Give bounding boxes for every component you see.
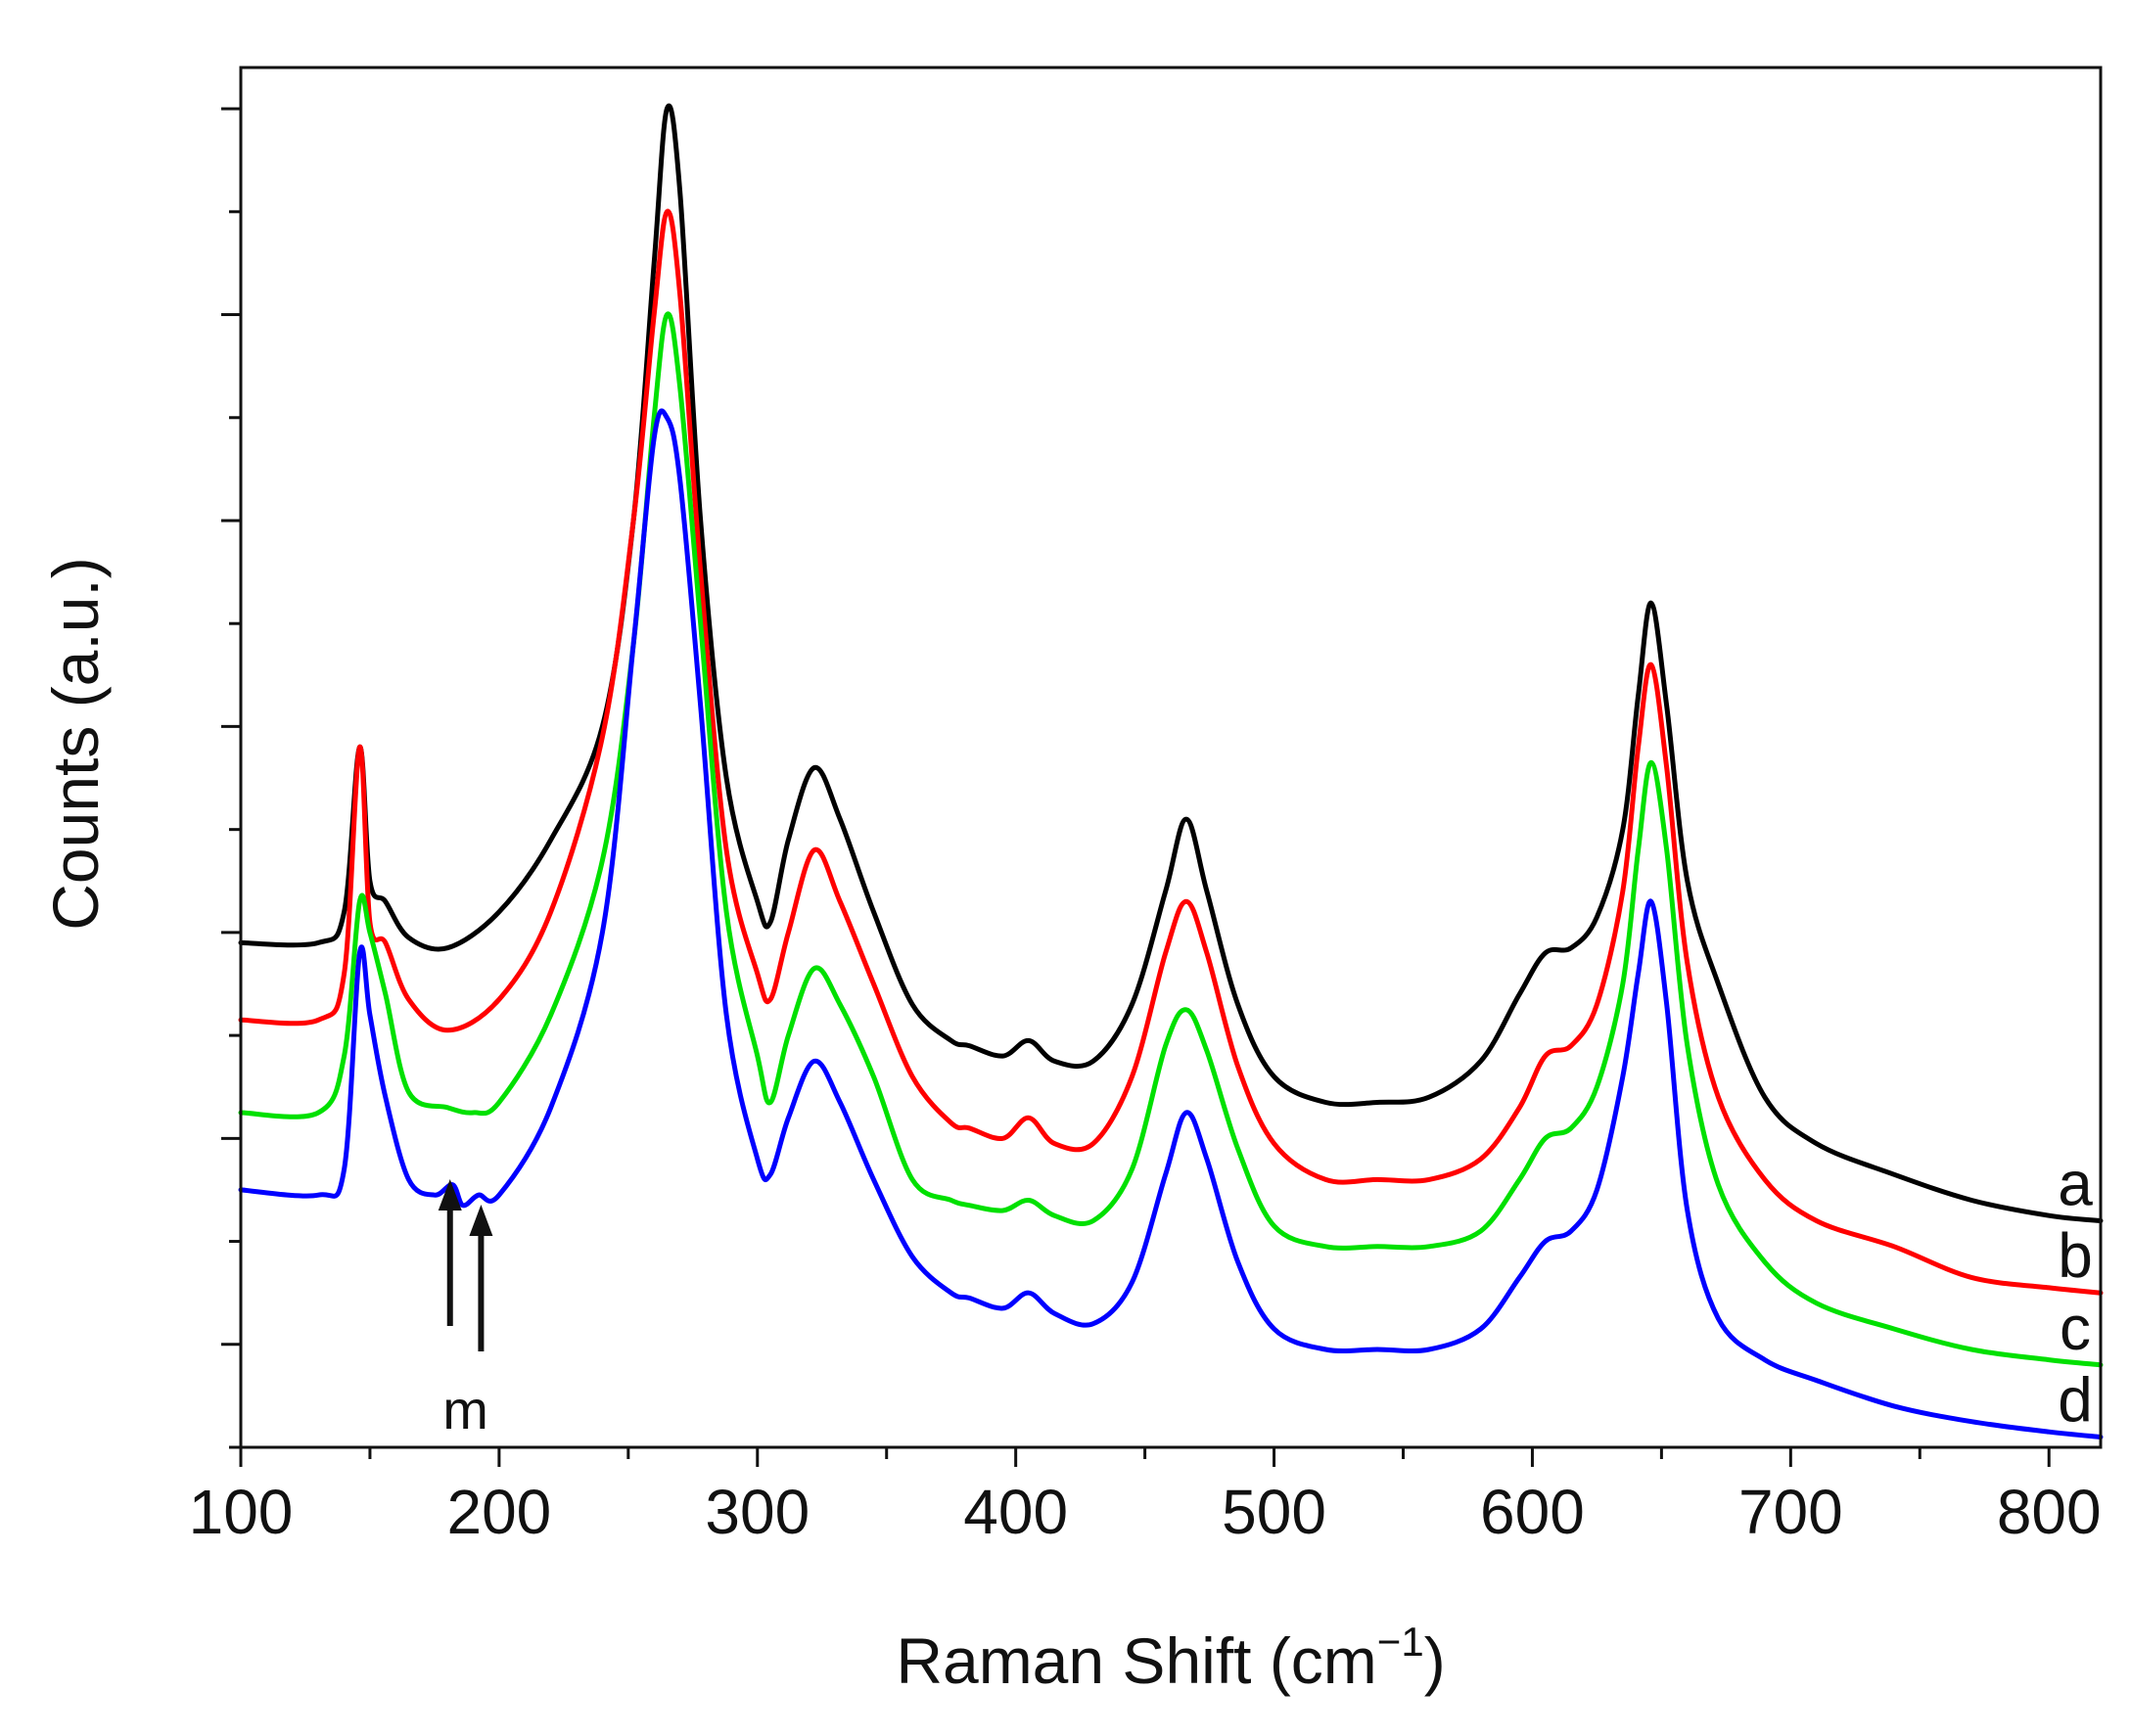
x-axis-title-main: Raman Shift (cm (896, 1624, 1376, 1697)
series-c-line (241, 314, 2101, 1365)
x-axis-title-superscript: −1 (1377, 1619, 1424, 1665)
x-tick-label: 400 (963, 1477, 1068, 1547)
series-d-line (241, 411, 2101, 1438)
y-axis-title: Counts (a.u.) (39, 557, 112, 931)
x-axis-title: Raman Shift (cm−1) (896, 1619, 1445, 1697)
plot-frame (241, 68, 2101, 1447)
x-tick-label: 600 (1480, 1477, 1585, 1547)
x-tick-label: 500 (1222, 1477, 1326, 1547)
x-tick-label: 700 (1738, 1477, 1843, 1547)
series-a-label: a (2058, 1149, 2093, 1219)
x-tick-label: 200 (446, 1477, 551, 1547)
x-axis-title-suffix: ) (1424, 1624, 1446, 1697)
series-b-line (241, 211, 2101, 1293)
x-tick-label: 300 (705, 1477, 810, 1547)
series-b-label: b (2058, 1220, 2093, 1291)
series-d-label: d (2058, 1365, 2093, 1436)
tick-layer: 100 200 300 400 500 600 700 800 (189, 109, 2102, 1547)
annotation-label: m (442, 1379, 488, 1440)
series-a-line (241, 106, 2101, 1220)
series-c-label: c (2060, 1293, 2091, 1363)
raman-chart: 100 200 300 400 500 600 700 800 abcd m Counts (… (0, 0, 2130, 1736)
annotation-layer: m (439, 1179, 493, 1440)
x-tick-label: 800 (1997, 1477, 2102, 1547)
x-tick-label: 100 (189, 1477, 294, 1547)
annotation-arrowhead (469, 1205, 492, 1236)
curve-layer (241, 106, 2101, 1437)
